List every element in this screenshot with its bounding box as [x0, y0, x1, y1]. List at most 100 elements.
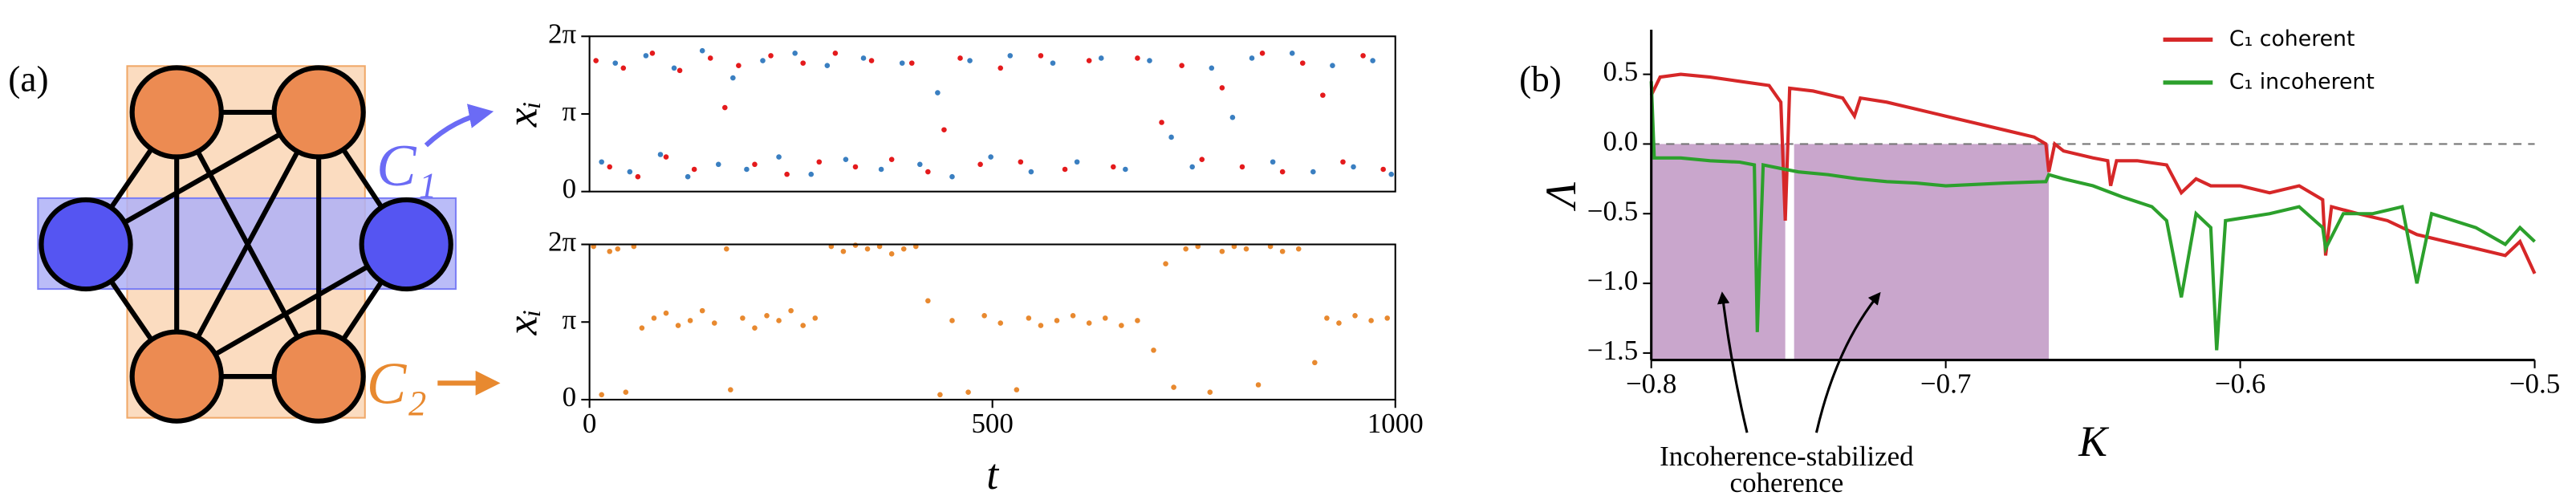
point — [1368, 318, 1374, 323]
point — [824, 63, 831, 68]
point — [812, 315, 819, 321]
point — [1070, 312, 1076, 319]
y-tick-label: −1.5 — [1587, 335, 1638, 366]
nodes — [39, 65, 453, 424]
point — [599, 159, 604, 165]
point — [760, 58, 766, 63]
legend-label: C₁ coherent — [2229, 26, 2355, 51]
point — [1074, 159, 1080, 165]
point — [1007, 53, 1014, 59]
point — [1026, 315, 1032, 321]
set-label: C₂ — [367, 352, 427, 417]
point — [965, 389, 971, 396]
point — [1163, 261, 1168, 266]
point — [808, 171, 815, 177]
point — [1279, 248, 1286, 254]
point — [1038, 53, 1044, 59]
point — [832, 51, 839, 56]
point — [816, 159, 823, 165]
point — [1310, 169, 1316, 175]
point — [1038, 323, 1044, 328]
point — [1249, 55, 1255, 61]
annotation-arrow — [1717, 291, 1749, 433]
point — [1028, 169, 1034, 175]
point — [1151, 348, 1156, 353]
point — [1111, 164, 1116, 170]
point — [607, 164, 613, 170]
point — [1270, 159, 1276, 165]
x-tick-label: −0.8 — [1626, 368, 1676, 400]
point — [977, 161, 983, 168]
point — [1289, 51, 1295, 56]
point — [941, 127, 947, 133]
point — [988, 154, 993, 160]
point — [715, 161, 721, 168]
point — [599, 392, 604, 398]
point — [752, 325, 758, 331]
point — [1183, 246, 1188, 252]
point — [1340, 159, 1346, 165]
point — [888, 156, 895, 162]
point — [899, 60, 905, 66]
point — [776, 154, 782, 160]
panel-label: (b) — [1519, 59, 1562, 99]
point — [852, 164, 859, 170]
point — [768, 53, 774, 59]
y-tick-label: 2π — [548, 226, 576, 258]
point — [663, 310, 669, 316]
x-tick-label: −0.7 — [1920, 368, 1971, 400]
point — [764, 312, 770, 319]
point — [997, 65, 1004, 71]
point — [860, 55, 867, 61]
point — [677, 67, 683, 74]
line — [1649, 81, 2536, 351]
point — [1299, 60, 1306, 66]
point — [1259, 51, 1266, 56]
point — [1086, 58, 1092, 63]
legend-label: C₁ incoherent — [2229, 69, 2375, 94]
point — [878, 166, 884, 173]
point — [935, 90, 941, 96]
y-tick-label: π — [562, 303, 576, 335]
point — [864, 246, 871, 252]
point — [623, 389, 629, 396]
point — [925, 169, 931, 175]
point — [1119, 323, 1124, 328]
point — [691, 166, 697, 173]
point — [800, 60, 806, 66]
point — [788, 307, 794, 314]
point — [699, 307, 705, 314]
x-tick-label: −0.6 — [2215, 368, 2265, 400]
point — [937, 392, 943, 398]
point — [981, 312, 987, 319]
point — [711, 320, 717, 326]
point — [868, 58, 875, 63]
point — [649, 51, 656, 56]
point — [1062, 166, 1068, 173]
point — [843, 156, 849, 162]
shaded-span — [1651, 144, 1786, 360]
point — [800, 323, 806, 328]
x-tick-label: 500 — [971, 408, 1013, 439]
point — [1179, 63, 1184, 68]
point — [687, 318, 693, 323]
point — [607, 248, 613, 254]
point — [1050, 60, 1056, 66]
point — [671, 65, 677, 71]
point — [1018, 159, 1024, 165]
point — [792, 51, 798, 56]
point — [949, 318, 955, 323]
y-tick-label: π — [562, 96, 576, 127]
y-tick-label: −1.0 — [1587, 265, 1638, 296]
point — [1171, 384, 1176, 390]
point — [1384, 315, 1390, 321]
point — [908, 60, 915, 66]
point — [1014, 387, 1020, 392]
point — [1189, 164, 1195, 170]
y-tick-label: 0 — [563, 173, 576, 205]
point — [728, 387, 733, 392]
point — [1147, 58, 1152, 63]
point — [1054, 318, 1060, 323]
point — [1199, 156, 1205, 162]
point — [612, 60, 619, 66]
